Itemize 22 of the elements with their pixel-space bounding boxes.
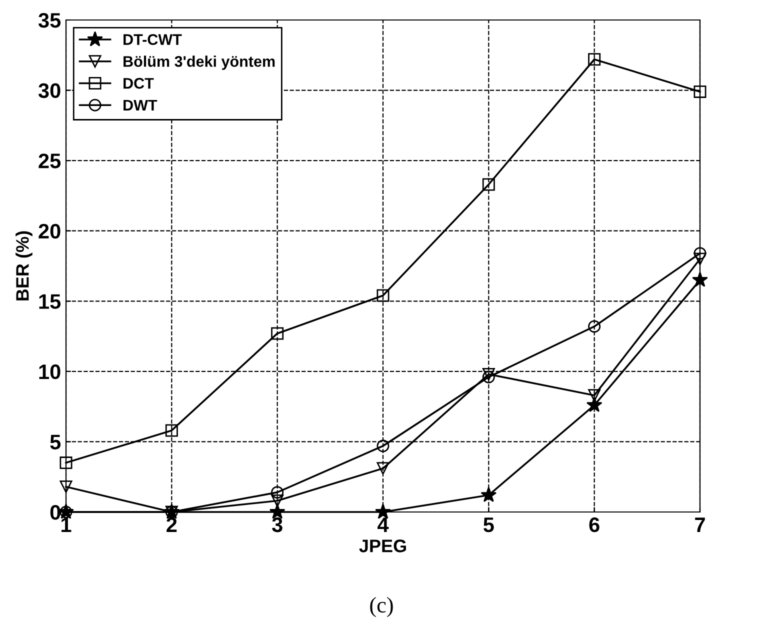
y-tick-label: 15	[39, 294, 61, 309]
x-tick-label: 5	[484, 518, 494, 532]
y-tick-label: 0	[50, 505, 60, 520]
y-tick-label: 20	[38, 224, 60, 239]
x-axis-title: JPEG	[359, 540, 406, 552]
legend-label: DCT	[124, 78, 154, 89]
y-axis-title: BER (%)	[16, 231, 32, 300]
y-tick-label: 10	[39, 364, 60, 380]
legend-label: DWT	[124, 100, 158, 110]
legend-label: Bölüm 3'deki yöntem	[124, 56, 275, 70]
x-tick-label: 1	[62, 518, 72, 532]
y-tick-label: 30	[38, 83, 60, 98]
legend-label: DT-CWT	[124, 34, 182, 45]
x-tick-label: 3	[272, 517, 282, 532]
y-tick-label: 25	[38, 154, 61, 168]
x-tick-label: 4	[378, 518, 389, 532]
y-tick-label: 5	[50, 434, 61, 450]
x-tick-label: 6	[589, 517, 600, 532]
y-tick-label: 35	[38, 13, 61, 28]
x-tick-label: 7	[695, 518, 705, 532]
text: (c)	[370, 596, 393, 618]
x-tick-label: 2	[166, 517, 177, 532]
